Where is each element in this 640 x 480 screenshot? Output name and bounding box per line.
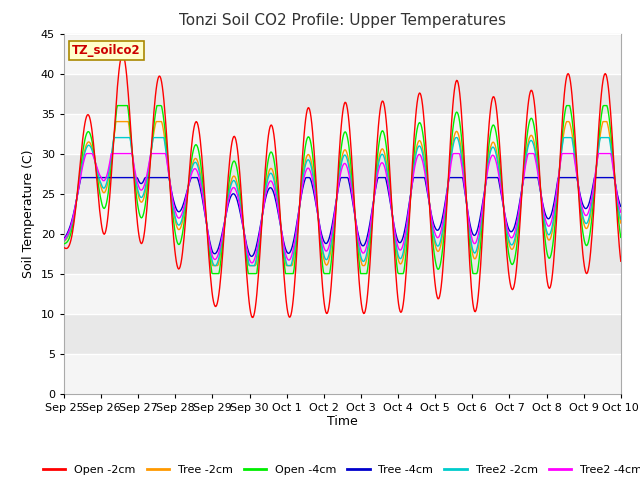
Open -2cm: [214, 296, 222, 302]
Open -4cm: [70, 215, 78, 220]
Tree -2cm: [617, 220, 625, 226]
Open -4cm: [215, 271, 223, 276]
Y-axis label: Soil Temperature (C): Soil Temperature (C): [22, 149, 35, 278]
Tree2 -4cm: [128, 151, 136, 156]
Tree -4cm: [248, 253, 255, 259]
Open -2cm: [119, 51, 127, 57]
Bar: [64, 154, 621, 193]
Tree2 -4cm: [70, 210, 78, 216]
Tree2 -4cm: [83, 151, 90, 156]
Open -2cm: [70, 219, 78, 225]
Open -2cm: [128, 149, 136, 155]
Tree2 -4cm: [412, 160, 419, 166]
Line: Tree -2cm: Tree -2cm: [64, 121, 621, 265]
Tree -4cm: [412, 175, 419, 180]
Tree2 -4cm: [248, 260, 256, 266]
Bar: [64, 73, 621, 114]
Line: Tree2 -4cm: Tree2 -4cm: [64, 154, 621, 263]
Tree -2cm: [113, 119, 120, 124]
Tree2 -2cm: [185, 181, 193, 187]
Tree -4cm: [185, 182, 193, 188]
Open -4cm: [60, 241, 68, 247]
Tree -4cm: [60, 236, 68, 242]
Open -2cm: [249, 314, 257, 320]
Bar: [64, 354, 621, 394]
Tree -2cm: [70, 212, 78, 218]
Bar: [64, 313, 621, 354]
Text: TZ_soilco2: TZ_soilco2: [72, 44, 141, 58]
Tree -4cm: [214, 246, 222, 252]
Open -2cm: [428, 242, 436, 248]
Tree2 -2cm: [211, 263, 219, 268]
Bar: [64, 193, 621, 234]
Open -4cm: [185, 180, 193, 185]
Tree -2cm: [412, 150, 419, 156]
Line: Open -4cm: Open -4cm: [64, 106, 621, 274]
Open -2cm: [60, 245, 68, 251]
Tree2 -2cm: [215, 255, 223, 261]
Tree -4cm: [428, 214, 436, 220]
Tree -2cm: [215, 259, 223, 265]
Tree -4cm: [617, 204, 625, 209]
Tree2 -4cm: [60, 237, 68, 243]
Tree2 -2cm: [128, 151, 136, 156]
Open -2cm: [412, 115, 419, 120]
Tree2 -2cm: [70, 211, 78, 217]
Tree2 -4cm: [214, 252, 222, 258]
Line: Tree2 -2cm: Tree2 -2cm: [64, 138, 621, 265]
Bar: [64, 34, 621, 73]
Tree2 -2cm: [617, 216, 625, 222]
Legend: Open -2cm, Tree -2cm, Open -4cm, Tree -4cm, Tree2 -2cm, Tree2 -4cm: Open -2cm, Tree -2cm, Open -4cm, Tree -4…: [38, 460, 640, 479]
Line: Open -2cm: Open -2cm: [64, 54, 621, 317]
Bar: [64, 234, 621, 274]
Tree -2cm: [185, 181, 193, 187]
Open -2cm: [185, 177, 193, 182]
Tree2 -2cm: [412, 153, 419, 159]
Bar: [64, 274, 621, 313]
Open -2cm: [617, 258, 625, 264]
Open -4cm: [113, 103, 121, 108]
Tree2 -4cm: [617, 209, 625, 215]
Tree -4cm: [70, 208, 78, 214]
Open -4cm: [209, 271, 216, 276]
Tree -2cm: [128, 150, 136, 156]
Tree -2cm: [209, 263, 216, 268]
Tree2 -2cm: [60, 238, 68, 244]
Open -4cm: [128, 149, 136, 155]
Open -4cm: [617, 235, 625, 240]
Tree -4cm: [128, 175, 136, 180]
Bar: [64, 114, 621, 154]
Tree2 -2cm: [428, 220, 436, 226]
Tree2 -4cm: [428, 216, 436, 222]
Title: Tonzi Soil CO2 Profile: Upper Temperatures: Tonzi Soil CO2 Profile: Upper Temperatur…: [179, 13, 506, 28]
Tree -2cm: [60, 239, 68, 244]
Tree -4cm: [77, 175, 85, 180]
X-axis label: Time: Time: [327, 415, 358, 429]
Tree2 -2cm: [111, 135, 118, 141]
Tree2 -4cm: [185, 182, 193, 188]
Line: Tree -4cm: Tree -4cm: [64, 178, 621, 256]
Open -4cm: [412, 137, 419, 143]
Open -4cm: [428, 229, 436, 235]
Tree -2cm: [428, 222, 436, 228]
